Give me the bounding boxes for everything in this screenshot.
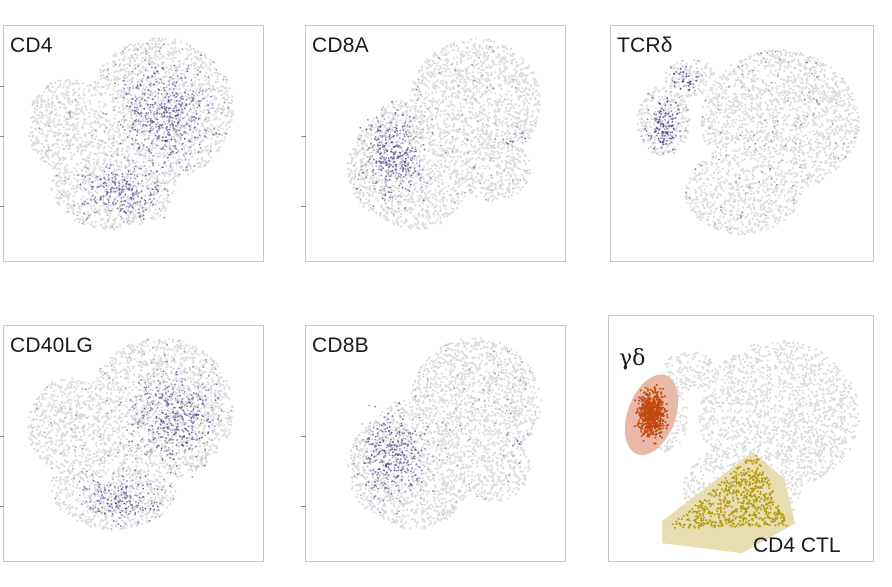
y-tick [0, 506, 4, 507]
scatter-panel-clusters: γδ CD4 CTL [608, 315, 874, 562]
expressing-cells [31, 338, 233, 530]
scatter-panel-tcrd: TCRδ [610, 25, 874, 262]
panel-title: CD4 [10, 34, 53, 57]
cluster-cells-gamma-delta [633, 383, 669, 445]
y-tick [0, 86, 4, 87]
y-tick [301, 436, 306, 437]
y-tick [301, 206, 306, 207]
background-cells [347, 337, 542, 530]
cluster-label-cd4-ctl: CD4 CTL [753, 534, 841, 557]
expressing-cells [352, 46, 537, 216]
expressing-cells [640, 50, 856, 230]
tsne-plot-cd8b [347, 337, 542, 530]
tsne-plot-cd8a [346, 37, 542, 230]
tsne-plot-tcrd [636, 48, 860, 236]
scatter-panel-cd8a: CD8A [301, 25, 566, 262]
cluster-cells-cd4-ctl [671, 454, 788, 529]
panel-title: CD40LG [10, 334, 93, 357]
cluster-label-gamma-delta: γδ [619, 346, 646, 371]
background-cells [636, 48, 860, 236]
y-tick [0, 206, 4, 207]
y-tick [301, 136, 306, 137]
y-tick [301, 506, 306, 507]
panel-title: TCRδ [617, 34, 673, 57]
scatter-panel-cd4: CD4 [0, 25, 264, 262]
y-tick [0, 436, 4, 437]
scatter-panel-cd40lg: CD40LG [0, 325, 264, 562]
panel-title: CD8A [312, 34, 369, 57]
panel-title: CD8B [312, 334, 369, 357]
y-tick [0, 136, 4, 137]
background-cells [346, 37, 542, 230]
scatter-panel-cd8b: CD8B [301, 325, 566, 562]
tsne-plot-clusters [624, 339, 860, 554]
background-cells [28, 37, 235, 231]
expressing-cells [36, 42, 230, 228]
expressing-cells [352, 344, 537, 523]
tsne-plot-cd40lg [27, 338, 235, 531]
tsne-plot-cd4 [28, 37, 235, 231]
